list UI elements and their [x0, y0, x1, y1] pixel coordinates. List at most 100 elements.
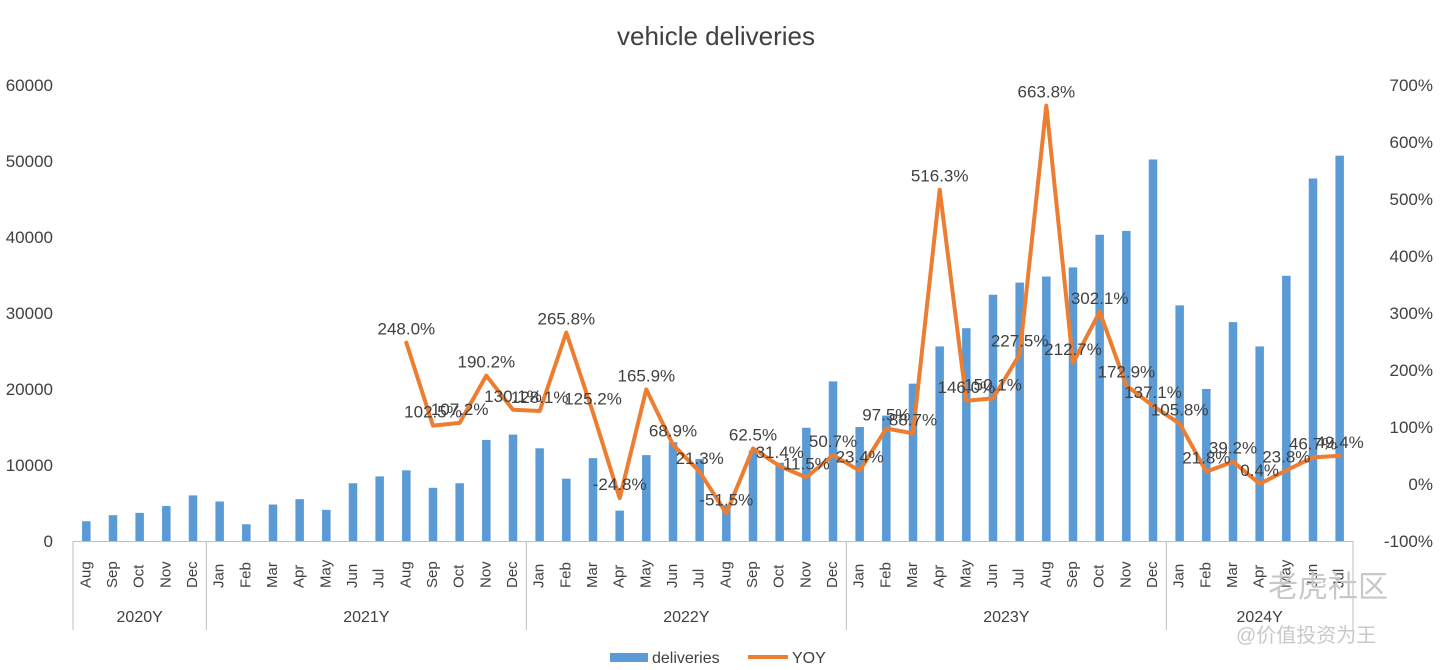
month-tick-label: Mar	[904, 562, 921, 588]
yoy-data-label: 125.2%	[564, 390, 622, 409]
month-tick-label: May	[957, 559, 974, 588]
month-tick-label: Feb	[237, 562, 254, 588]
yoy-data-label: 97.5%	[862, 405, 910, 424]
watermark-handle: @价值投资为王	[1236, 624, 1376, 647]
deliveries-bar	[82, 521, 91, 541]
deliveries-bar	[1068, 267, 1078, 541]
left-axis-tick-label: 50000	[6, 152, 53, 171]
month-tick-label: Apr	[1251, 565, 1268, 588]
deliveries-bar	[268, 504, 278, 541]
month-tick-label: Aug	[77, 561, 94, 588]
yoy-data-label: 0.4%	[1240, 461, 1279, 480]
month-tick-label: Sep	[744, 561, 761, 588]
deliveries-bar	[108, 515, 118, 541]
yoy-data-label: 302.1%	[1071, 289, 1129, 308]
yoy-line-group	[404, 103, 1342, 516]
month-tick-label: Jul	[691, 569, 708, 588]
month-tick-label: Oct	[771, 564, 788, 588]
yoy-data-label: 172.9%	[1097, 362, 1155, 381]
month-tick-label: Aug	[1037, 561, 1054, 588]
month-tick-label: Oct	[131, 564, 148, 588]
month-tick-label: Nov	[797, 561, 814, 588]
month-tick-label: Jun	[344, 564, 361, 588]
left-axis-tick-label: 20000	[6, 380, 53, 399]
yoy-data-label: 137.1%	[1124, 383, 1182, 402]
deliveries-bar	[562, 478, 571, 541]
deliveries-bar	[615, 510, 624, 541]
deliveries-bar	[695, 458, 704, 541]
yoy-data-label: 130.1%	[484, 387, 542, 406]
deliveries-bar	[348, 483, 358, 541]
yoy-data-label: 68.9%	[649, 422, 697, 441]
deliveries-bar	[642, 455, 651, 541]
yoy-data-label: 21.8%	[1182, 449, 1230, 468]
deliveries-bar	[775, 462, 784, 541]
deliveries-bar	[908, 383, 918, 541]
month-tick-label: Apr	[611, 565, 628, 588]
month-tick-label: Mar	[1224, 562, 1241, 588]
chart-title: vehicle deliveries	[617, 21, 815, 51]
left-axis-tick-label: 40000	[6, 228, 53, 247]
yoy-data-label: 227.5%	[991, 331, 1049, 350]
yoy-data-label: -24.8%	[593, 475, 647, 494]
deliveries-bar	[402, 470, 411, 541]
deliveries-bars	[82, 155, 1344, 542]
deliveries-bar	[1148, 159, 1158, 542]
month-tick-label: May	[317, 559, 334, 588]
yoy-data-label: 49.4%	[1316, 433, 1364, 452]
right-axis-tick-label: 400%	[1390, 247, 1433, 266]
yoy-data-label: 190.2%	[457, 353, 515, 372]
watermark: 老虎社区 @价值投资为王	[1236, 571, 1388, 647]
yoy-data-label: 248.0%	[377, 320, 435, 339]
left-axis-tick-label: 60000	[6, 76, 53, 95]
deliveries-bar	[882, 415, 891, 541]
x-axis: Aug Sep Oct Nov Dec Jan Feb Mar Apr May Jun Jul Aug S…	[72, 541, 1354, 630]
month-tick-label: Dec	[824, 561, 841, 588]
month-tick-label: Apr	[291, 565, 308, 588]
deliveries-bar	[748, 450, 758, 541]
deliveries-bar	[988, 294, 998, 541]
yoy-data-label: 11.5%	[783, 454, 830, 473]
left-axis-tick-label: 10000	[6, 456, 53, 475]
month-tick-label: May	[1277, 559, 1294, 588]
month-tick-label: Aug	[717, 561, 734, 588]
deliveries-bar	[588, 458, 598, 541]
left-axis-tick-label: 0	[44, 532, 53, 551]
yoy-data-label: 23.8%	[1262, 447, 1310, 466]
yoy-data-labels: 248.0% 102.5%107.2% 190.2% 130.1%128.1% 265.…	[377, 83, 1363, 510]
month-tick-label: Jul	[1011, 569, 1028, 588]
deliveries-bar	[295, 499, 304, 541]
yoy-data-label: 128.1%	[511, 388, 569, 407]
year-group-label: 2024Y	[1237, 609, 1284, 626]
right-axis-tick-label: 300%	[1390, 304, 1433, 323]
right-axis-tick-label: 500%	[1390, 190, 1433, 209]
yoy-data-label: 146.0%	[937, 378, 995, 397]
month-tick-label: Oct	[451, 564, 468, 588]
deliveries-bar	[215, 501, 224, 541]
right-axis-tick-label: 700%	[1390, 76, 1433, 95]
month-tick-label: Dec	[184, 561, 201, 588]
month-tick-label: Dec	[504, 561, 521, 588]
deliveries-bar	[482, 439, 491, 541]
month-tick-label: Nov	[477, 561, 494, 588]
yoy-data-label: 21.3%	[676, 449, 724, 468]
yoy-data-label: 265.8%	[537, 309, 595, 328]
watermark-logo-text: 老虎社区	[1268, 571, 1388, 604]
yoy-data-label: 23.4%	[836, 448, 884, 467]
legend-swatch-deliveries	[610, 653, 648, 662]
month-tick-label: Jan	[1171, 564, 1188, 588]
month-tick-label: Feb	[877, 562, 894, 588]
deliveries-bar	[1228, 322, 1238, 541]
deliveries-bar	[322, 509, 331, 541]
legend-label-deliveries: deliveries	[652, 650, 720, 667]
month-tick-label: Mar	[584, 562, 601, 588]
yoy-data-label: 516.3%	[911, 167, 969, 186]
legend: deliveries YOY	[610, 650, 826, 667]
yoy-data-label: 31.4%	[756, 443, 804, 462]
month-tick-label: Sep	[104, 561, 121, 588]
month-tick-label: Jun	[984, 564, 1001, 588]
deliveries-bar	[1042, 276, 1051, 541]
month-tick-label: Nov	[157, 561, 174, 588]
deliveries-bar	[188, 495, 198, 541]
